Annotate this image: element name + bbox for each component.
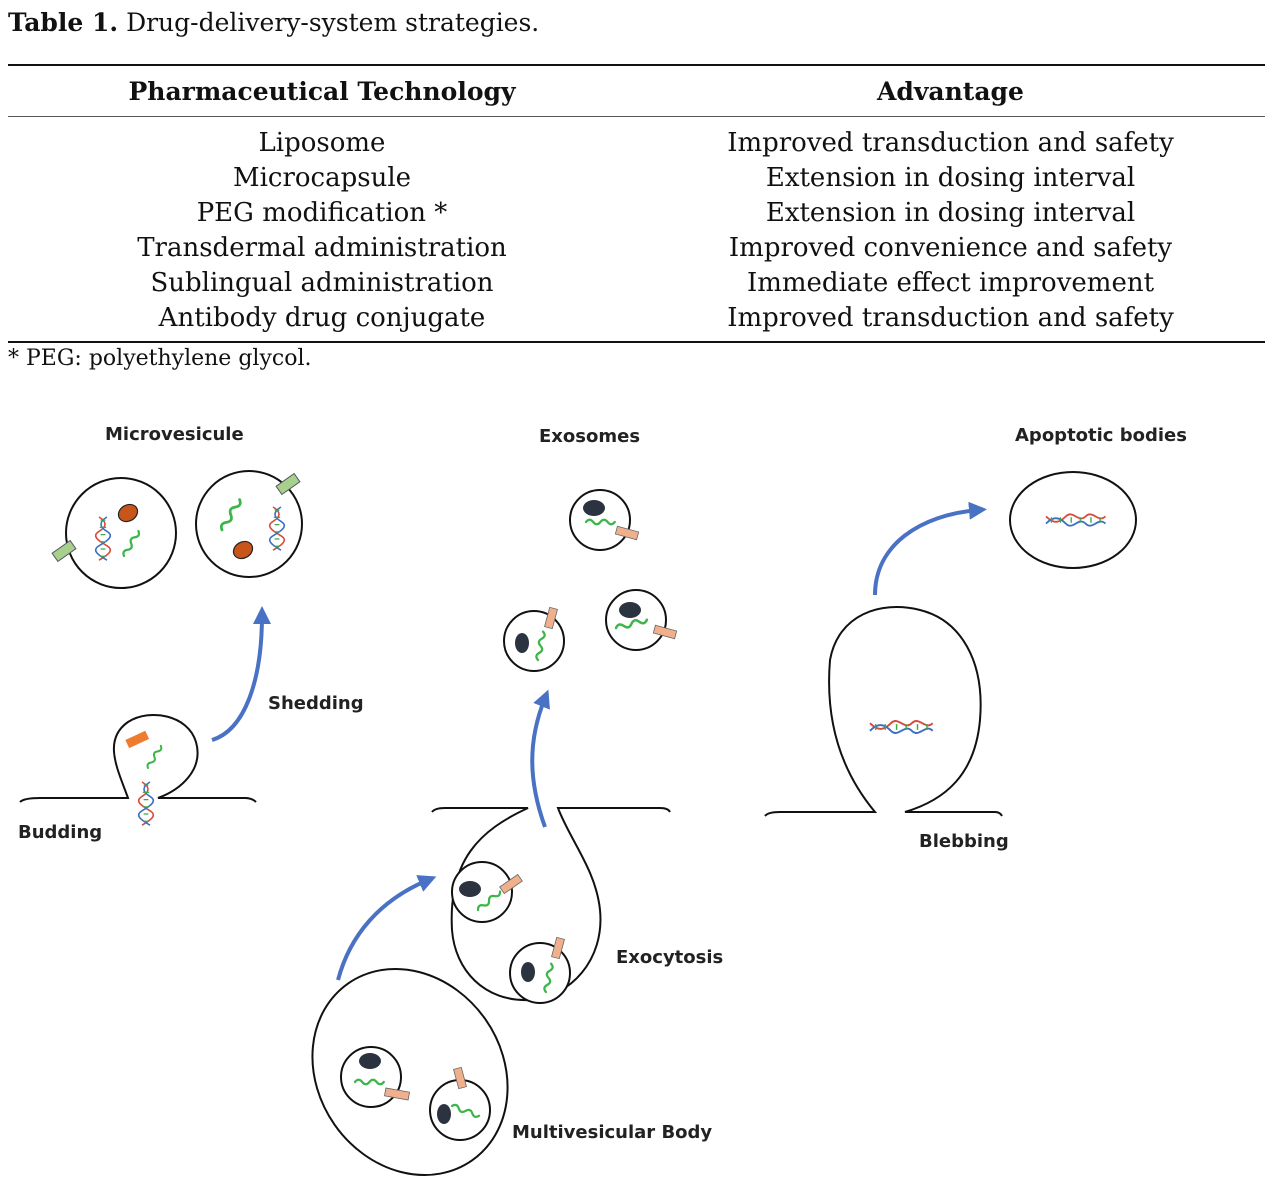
label-multivesicular-body: Multivesicular Body: [512, 1122, 712, 1143]
table-mid-rule: [8, 116, 1265, 117]
table-row: Sublingual administration Immediate effec…: [8, 265, 1265, 300]
table-cell-technology: Antibody drug conjugate: [158, 302, 486, 333]
table-row: Microcapsule Extension in dosing interval: [8, 160, 1265, 195]
label-apoptotic-bodies: Apoptotic bodies: [1015, 425, 1187, 446]
table-header-advantage: Advantage: [877, 76, 1024, 106]
dna-icon: [869, 720, 934, 734]
blebbing-membrane: [764, 606, 1003, 817]
table-cell-advantage: Immediate effect improvement: [746, 267, 1155, 298]
table-caption: Table 1. Drug-delivery-system strategies…: [8, 4, 539, 42]
microvesicle-left: [51, 477, 177, 589]
table-row: PEG modification * Extension in dosing in…: [8, 195, 1265, 230]
table-cell-technology: Microcapsule: [232, 162, 412, 193]
dna-icon: [137, 781, 155, 827]
rna-icon: [145, 743, 164, 771]
table-cell-technology: Liposome: [258, 127, 386, 158]
table-cell-technology: Transdermal administration: [137, 232, 507, 263]
exosome-right: [605, 589, 678, 651]
extracellular-vesicle-figure: Microvesicule Exosomes Apoptotic bodies …: [18, 424, 1187, 1177]
table-header-row: Pharmaceutical Technology Advantage: [8, 66, 1265, 116]
microvesicle-right: [195, 470, 303, 578]
label-exosomes: Exosomes: [539, 426, 640, 447]
protein-icon: [117, 503, 139, 523]
label-shedding: Shedding: [268, 693, 364, 714]
table-body: Liposome Improved transduction and safety…: [8, 117, 1265, 341]
multivesicular-body: [311, 967, 509, 1177]
exosome-left: [503, 606, 565, 672]
table-cell-advantage: Extension in dosing interval: [765, 162, 1136, 193]
table-cell-technology: PEG modification *: [196, 197, 448, 228]
table-cell-advantage: Improved transduction and safety: [727, 302, 1174, 333]
table-cell-advantage: Improved convenience and safety: [728, 232, 1173, 263]
apoptosis-arrow: [873, 501, 987, 596]
table-caption-text: Drug-delivery-system strategies.: [126, 8, 540, 37]
membrane-marker: [275, 472, 301, 496]
table-row: Liposome Improved transduction and safety: [8, 125, 1265, 160]
table-footnote: * PEG: polyethylene glycol.: [8, 346, 312, 371]
table-cell-advantage: Improved transduction and safety: [727, 127, 1174, 158]
table-cell-advantage: Extension in dosing interval: [765, 197, 1136, 228]
label-budding: Budding: [18, 822, 102, 843]
table-row: Antibody drug conjugate Improved transduc…: [8, 300, 1265, 335]
label-exocytosis: Exocytosis: [616, 947, 723, 968]
apoptotic-body: [1009, 471, 1137, 569]
exocytosis-arrow: [530, 689, 550, 828]
table-top-rule: [8, 64, 1265, 66]
drug-delivery-table: Pharmaceutical Technology Advantage Lipo…: [8, 64, 1265, 343]
table-header-technology: Pharmaceutical Technology: [128, 76, 516, 106]
table-bottom-rule: [8, 341, 1265, 343]
exocytosis-membrane: [431, 807, 671, 1004]
membrane-marker: [51, 539, 77, 563]
protein-icon: [125, 730, 150, 749]
table-cell-technology: Sublingual administration: [150, 267, 494, 298]
label-blebbing: Blebbing: [919, 831, 1009, 852]
table-caption-label: Table 1.: [8, 8, 119, 37]
exosome-top: [569, 489, 640, 551]
protein-icon: [232, 540, 254, 560]
table-row: Transdermal administration Improved conve…: [8, 230, 1265, 265]
budding-membrane: [19, 714, 257, 827]
mvb-transport-arrow: [336, 875, 437, 981]
label-microvesicule: Microvesicule: [105, 424, 244, 445]
shedding-arrow: [211, 606, 271, 742]
